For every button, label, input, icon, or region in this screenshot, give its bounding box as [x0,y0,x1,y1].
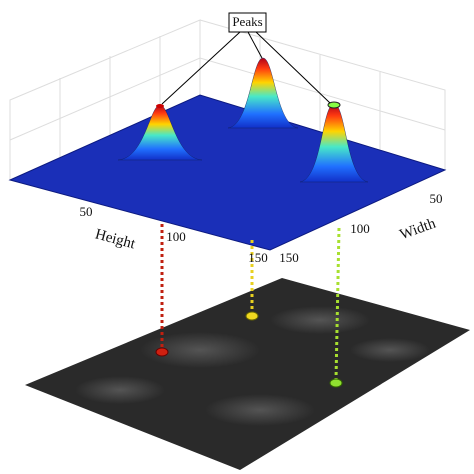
image-plane [25,278,470,470]
peak-top [156,104,164,108]
axis-label: Width [398,215,439,243]
peaks [117,57,369,183]
annotation: Peaks [232,14,262,29]
tick-label: 100 [350,221,370,236]
marker [329,378,343,388]
marker [245,311,259,321]
peak-top [327,101,341,109]
marker [155,347,169,357]
tick-label: 50 [430,191,443,206]
annotation-lines [161,31,331,105]
tick-label: 100 [166,229,186,244]
tick-label: 150 [279,250,299,265]
tick-label: 150 [248,250,268,265]
axis-label: Height [93,226,137,252]
connectors [160,224,341,381]
annotation-box [228,12,267,33]
box-grid [9,19,446,180]
tick-label: 50 [80,204,93,219]
surface-plane [8,94,447,251]
